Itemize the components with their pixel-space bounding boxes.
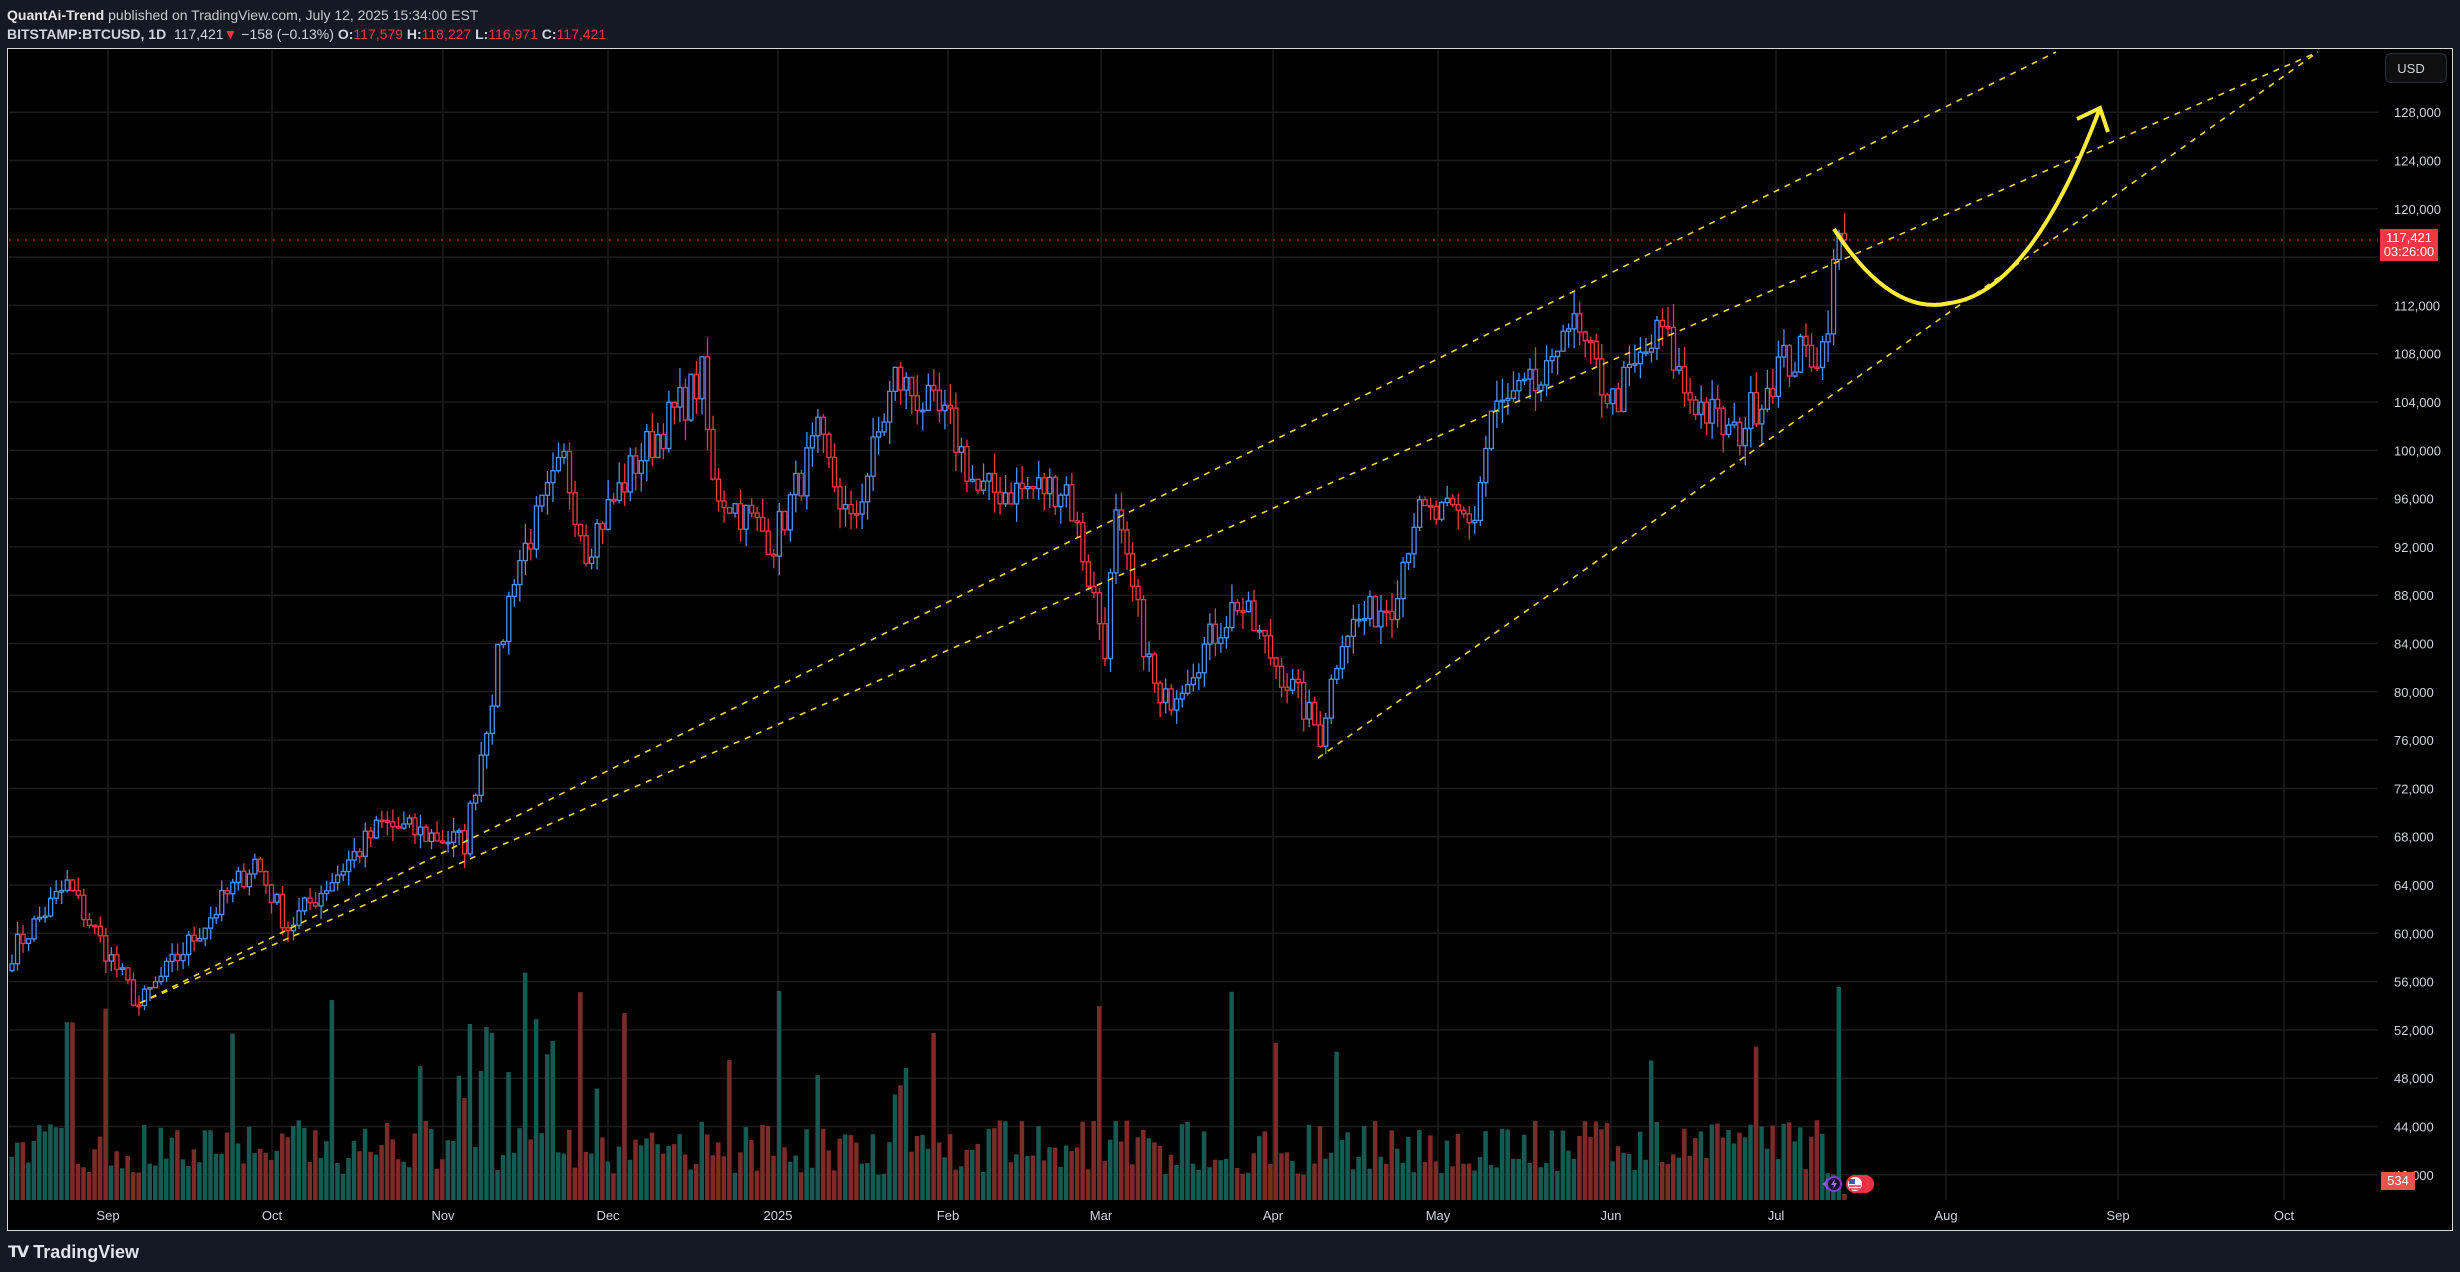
- low-value: 116,971: [488, 26, 538, 42]
- time-tick-label: Apr: [1263, 1208, 1284, 1223]
- bar-countdown: 03:26:00: [2383, 244, 2435, 259]
- time-tick-label: Oct: [262, 1208, 283, 1223]
- chart-drawings[interactable]: [139, 51, 2319, 1004]
- time-axis[interactable]: Sep Oct Nov Dec 2025 Feb Mar Apr May Jun Jul Aug Sep…: [96, 1208, 2294, 1223]
- candlestick-series: [9, 212, 1848, 1016]
- close-value: 117,421: [556, 26, 607, 42]
- price-tick-label: 108,000: [2394, 347, 2441, 362]
- price-tick-label: 64,000: [2394, 878, 2434, 893]
- time-tick-label: Jun: [1601, 1208, 1622, 1223]
- economic-events[interactable]: [1818, 1174, 1888, 1194]
- time-tick-label: Jul: [1768, 1208, 1785, 1223]
- last-price-tag: 117,421 03:26:00: [2380, 229, 2438, 261]
- price-tick-label: 56,000: [2394, 975, 2434, 990]
- brand-name: TradingView: [33, 1241, 139, 1262]
- price-tick-label: 112,000: [2394, 298, 2440, 313]
- author-name[interactable]: QuantAi-Trend: [7, 7, 105, 23]
- open-value: 117,579: [353, 26, 403, 42]
- us-flag-icon[interactable]: [1846, 1175, 1874, 1193]
- low-label: L:: [475, 26, 489, 42]
- event-icons[interactable]: [1818, 1174, 1888, 1194]
- symbol-label[interactable]: BITSTAMP:BTCUSD, 1D: [7, 26, 167, 42]
- trendline-channel-upper[interactable]: [139, 51, 2057, 1004]
- high-value: 118,227: [421, 26, 472, 42]
- trendline-channel-lower[interactable]: [139, 51, 2319, 1004]
- price-tick-label: 48,000: [2394, 1071, 2434, 1086]
- price-tick-label: 100,000: [2394, 443, 2441, 458]
- price-tick-label: 128,000: [2394, 105, 2441, 120]
- price-tick-label: 96,000: [2394, 492, 2434, 507]
- lightning-icon[interactable]: [1826, 1176, 1842, 1192]
- volume-tag: 534: [2381, 1172, 2415, 1190]
- projection-curve-arrow[interactable]: [1832, 107, 2102, 307]
- time-tick-label: Oct: [2274, 1208, 2295, 1223]
- price-tick-label: 84,000: [2394, 637, 2434, 652]
- tradingview-logo-icon: 𝗧𝗩: [8, 1244, 29, 1261]
- price-tick-label: 92,000: [2394, 540, 2434, 555]
- tradingview-footer[interactable]: 𝗧𝗩 TradingView: [8, 1240, 139, 1264]
- price-tick-label: 88,000: [2394, 588, 2434, 603]
- time-tick-label: Dec: [596, 1208, 620, 1223]
- time-tick-label: Feb: [937, 1208, 959, 1223]
- time-tick-label: Sep: [2106, 1208, 2129, 1223]
- high-label: H:: [406, 26, 422, 42]
- publish-info: published on TradingView.com, July 12, 2…: [108, 7, 479, 23]
- time-tick-label: Mar: [1090, 1208, 1113, 1223]
- price-tick-label: 124,000: [2394, 154, 2441, 169]
- volume-bars: [9, 972, 1847, 1200]
- price-tick-label: 60,000: [2394, 926, 2434, 941]
- ticker-legend: BITSTAMP:BTCUSD, 1D 117,421▼ −158 (−0.13…: [7, 23, 606, 45]
- price-tick-label: 80,000: [2394, 685, 2434, 700]
- price-tick-label: 76,000: [2394, 733, 2434, 748]
- price-tick-label: 72,000: [2394, 781, 2434, 796]
- triangle-down-icon: ▼: [223, 26, 238, 42]
- price-tick-label: 68,000: [2394, 830, 2434, 845]
- time-tick-label: May: [1426, 1208, 1451, 1223]
- last-price: 117,421: [173, 26, 224, 42]
- price-change: −158 (−0.13%): [241, 26, 334, 42]
- chart-grid: [9, 50, 2380, 1230]
- price-tick-label: 104,000: [2394, 395, 2441, 410]
- close-label: C:: [541, 26, 557, 42]
- price-tick-label: 52,000: [2394, 1023, 2434, 1038]
- time-tick-label: Nov: [431, 1208, 455, 1223]
- publish-header: QuantAi-Trend published on TradingView.c…: [7, 4, 478, 26]
- last-price-value: 117,421: [2385, 230, 2433, 245]
- time-tick-label: 2025: [764, 1208, 793, 1223]
- price-tick-label: 44,000: [2394, 1120, 2434, 1135]
- open-label: O:: [337, 26, 354, 42]
- currency-button[interactable]: USD: [2385, 53, 2447, 83]
- arrow-head-icon: [2076, 105, 2110, 133]
- price-axis[interactable]: 128,000 124,000 120,000 112,000 108,000 104,0…: [2394, 105, 2441, 1183]
- price-tick-label: 120,000: [2394, 202, 2441, 217]
- time-tick-label: Aug: [1934, 1208, 1957, 1223]
- time-tick-label: Sep: [96, 1208, 119, 1223]
- trendline-channel-upper-support[interactable]: [1317, 51, 2319, 759]
